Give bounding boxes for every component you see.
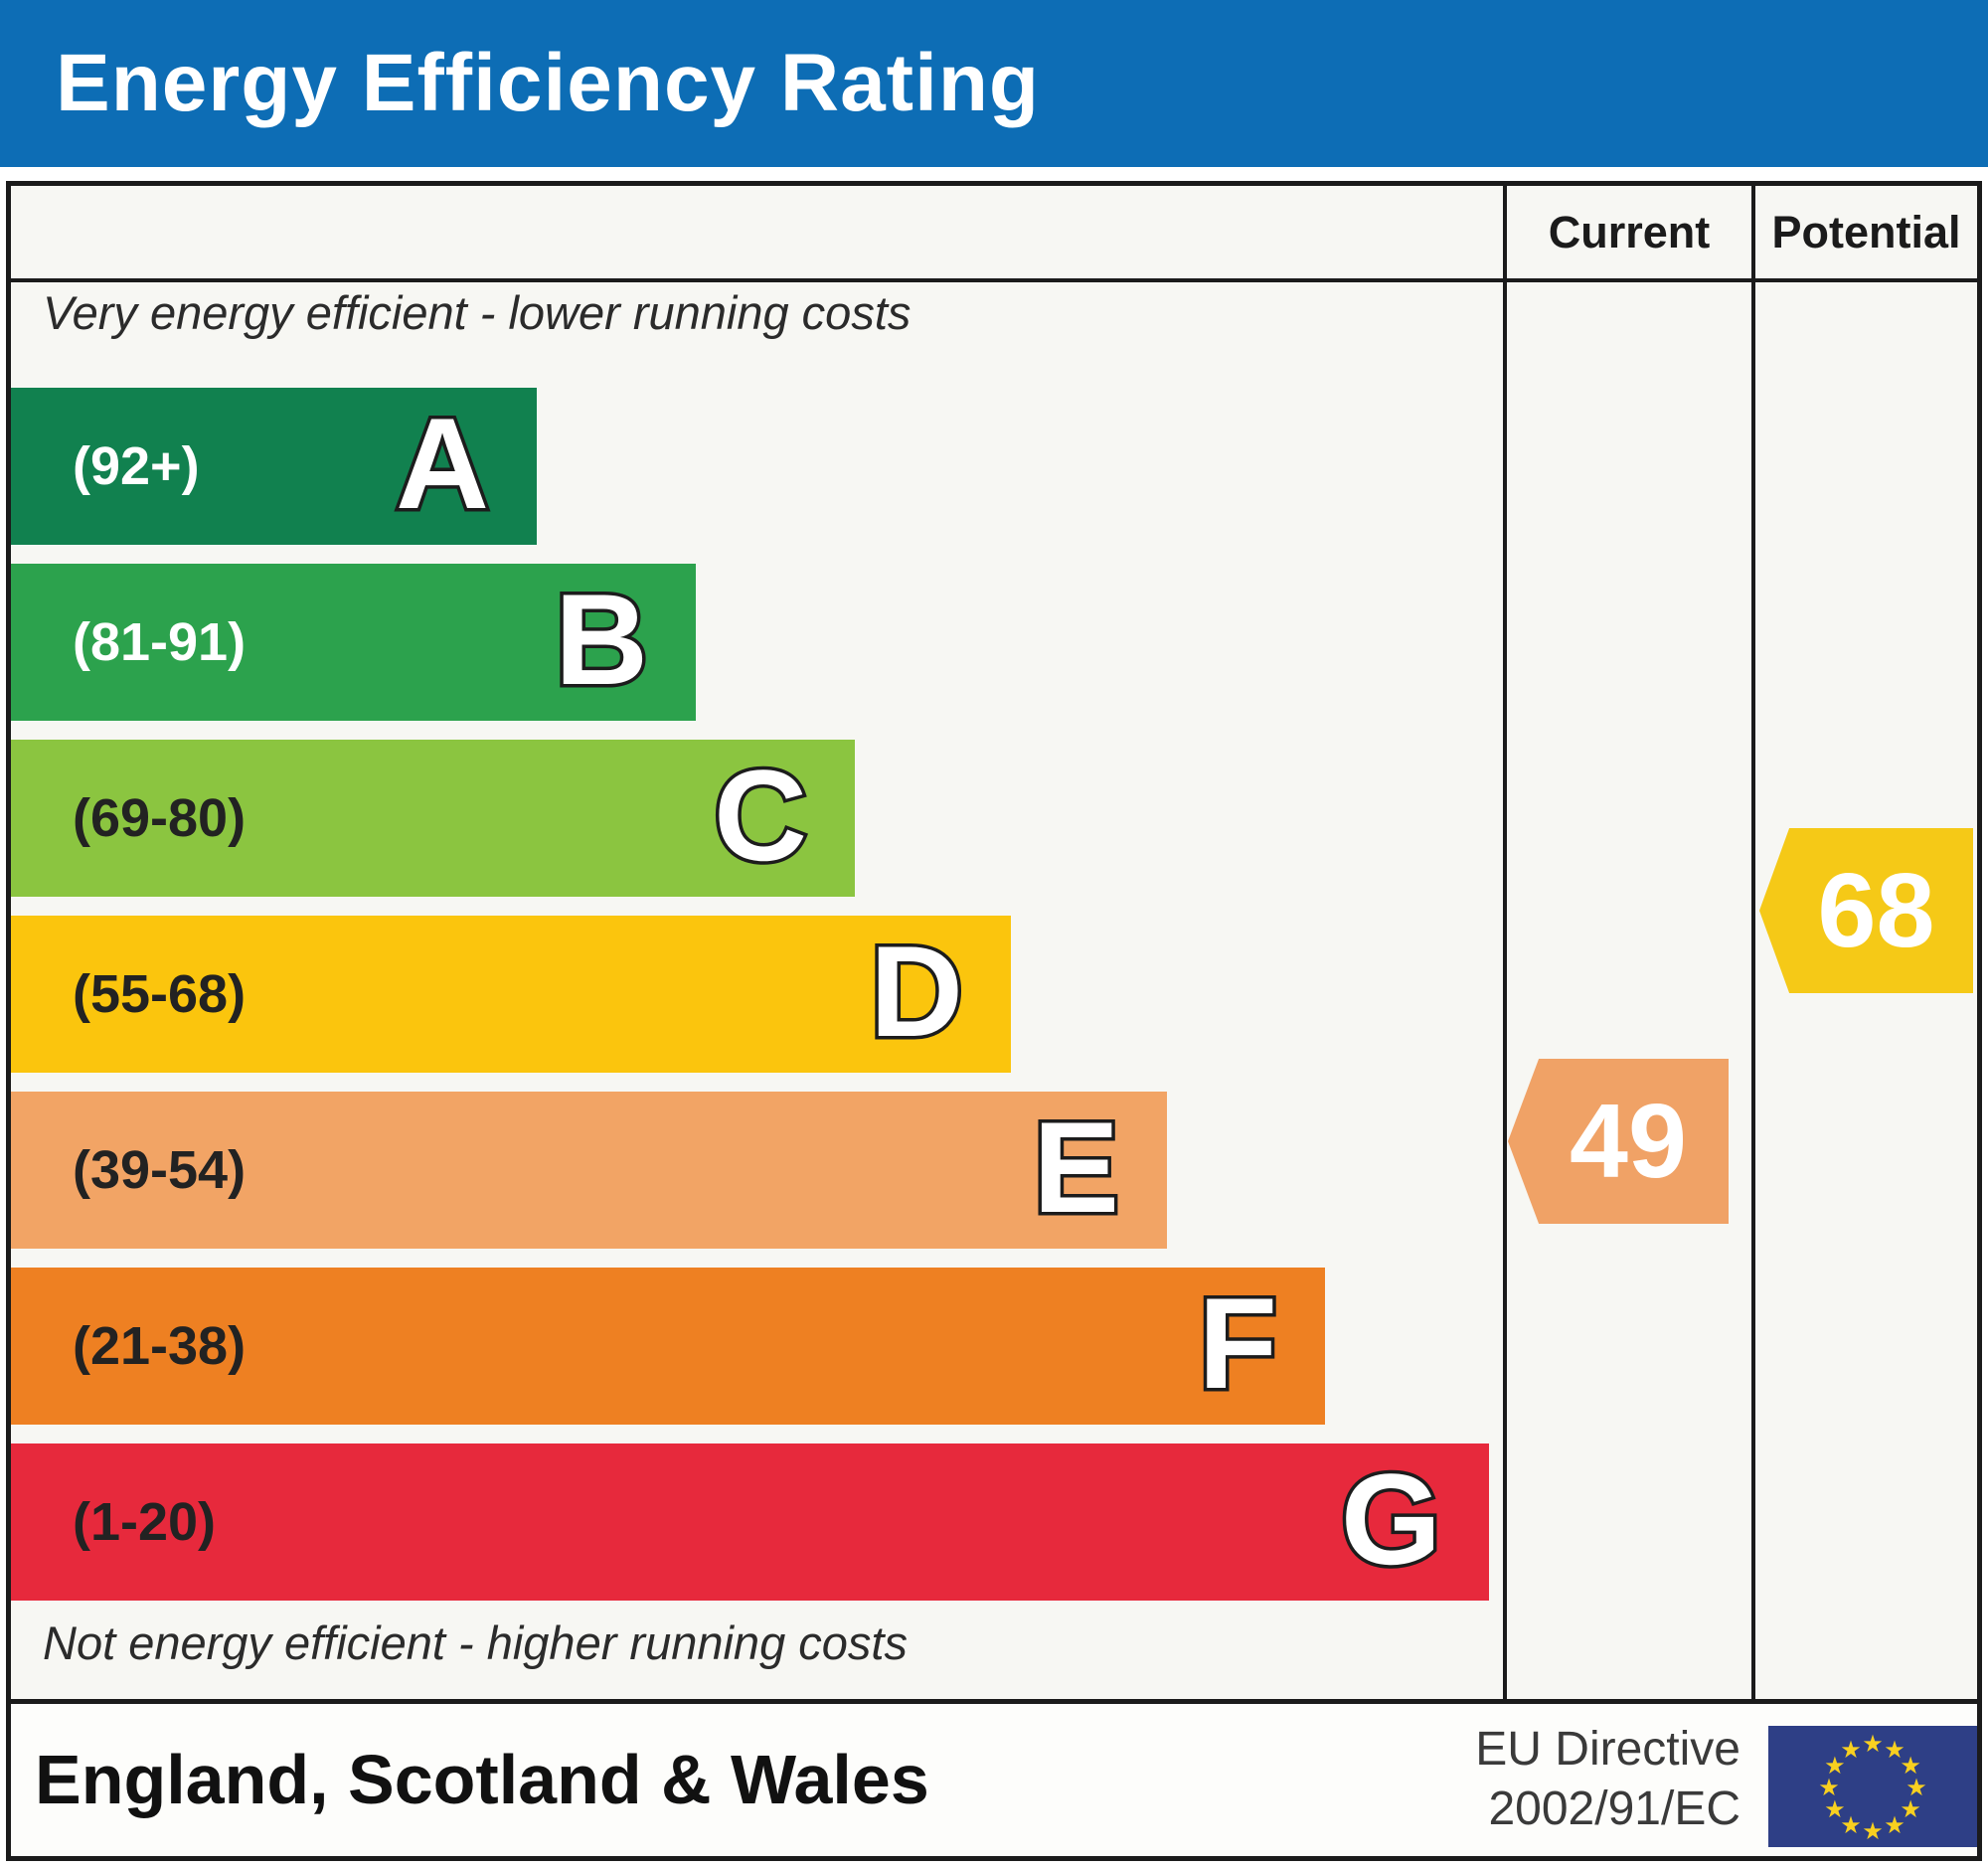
eu-flag-star: ★ <box>1862 1818 1884 1845</box>
band-letter: F <box>1195 1268 1280 1420</box>
band-range-label: (92+) <box>73 436 200 496</box>
current-rating-arrow: 49 <box>1508 1059 1729 1224</box>
eu-flag-star: ★ <box>1900 1796 1921 1823</box>
eu-flag-star: ★ <box>1824 1796 1846 1823</box>
band-range-label: (81-91) <box>73 612 247 672</box>
band-letter: C <box>711 740 811 892</box>
band-row: (92+) A <box>11 388 537 545</box>
column-header-potential: Potential <box>1771 207 1961 257</box>
top-note: Very energy efficient - lower running co… <box>43 286 911 339</box>
footer-bar: England, Scotland & Wales EU Directive 2… <box>6 1704 1982 1861</box>
column-divider-current <box>1503 186 1507 1699</box>
eu-flag-star: ★ <box>1824 1753 1846 1780</box>
header-divider <box>11 278 1977 282</box>
band-range-label: (1-20) <box>73 1492 217 1552</box>
eu-flag-star: ★ <box>1862 1731 1884 1758</box>
eu-flag-star: ★ <box>1818 1775 1840 1801</box>
eu-flag-star: ★ <box>1840 1812 1862 1840</box>
band-row: (55-68) D <box>11 916 1011 1073</box>
band-letter: D <box>867 916 967 1068</box>
band-range-label: (21-38) <box>73 1316 247 1376</box>
bottom-note: Not energy efficient - higher running co… <box>43 1616 908 1669</box>
band-letter: B <box>552 564 652 716</box>
eu-flag-star: ★ <box>1840 1736 1862 1764</box>
column-divider-potential <box>1751 186 1755 1699</box>
column-header-current: Current <box>1548 207 1711 257</box>
region-label: England, Scotland & Wales <box>35 1741 929 1818</box>
eu-flag-icon: ★ ★ ★ ★ ★ ★ ★ ★ ★ ★ ★ ★ <box>1768 1726 1977 1847</box>
title-bar: Energy Efficiency Rating <box>0 0 1988 167</box>
potential-rating-arrow: 68 <box>1759 828 1973 993</box>
band-row: (81-91) B <box>11 564 696 721</box>
band-row: (39-54) E <box>11 1092 1167 1249</box>
eu-flag-star: ★ <box>1900 1753 1921 1780</box>
eu-flag-star: ★ <box>1884 1736 1905 1764</box>
band-letter: E <box>1030 1092 1123 1244</box>
eu-flag-star: ★ <box>1884 1812 1905 1840</box>
current-rating-value: 49 <box>1570 1082 1687 1200</box>
band-letter: A <box>393 388 493 540</box>
band-range-label: (55-68) <box>73 964 247 1024</box>
band-row: (1-20) G <box>11 1443 1489 1601</box>
band-letter: G <box>1337 1443 1444 1596</box>
eu-directive-line1: EU Directive <box>1475 1723 1740 1776</box>
rating-table: Current Potential Very energy efficient … <box>6 181 1982 1704</box>
page-title: Energy Efficiency Rating <box>56 38 1041 128</box>
potential-rating-value: 68 <box>1817 851 1935 969</box>
band-row: (21-38) F <box>11 1268 1325 1425</box>
eu-flag-star: ★ <box>1905 1775 1927 1801</box>
eu-directive-line2: 2002/91/EC <box>1488 1782 1740 1835</box>
band-range-label: (69-80) <box>73 788 247 848</box>
band-range-label: (39-54) <box>73 1140 247 1200</box>
band-row: (69-80) C <box>11 740 855 897</box>
eu-directive-label: EU Directive 2002/91/EC <box>1475 1720 1740 1839</box>
